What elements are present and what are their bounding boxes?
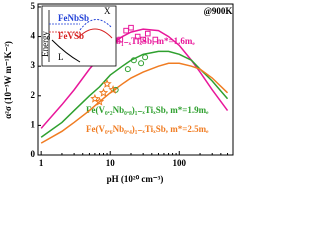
inset-frame: [41, 5, 117, 67]
y-tick-label: 0: [31, 149, 36, 159]
chart: @900K α²σ (10⁻³W m⁻¹K⁻²) pH (10²⁰ cm⁻³) …: [3, 1, 234, 184]
data-point: [117, 36, 124, 43]
curve: [40, 62, 229, 144]
data-point: [128, 24, 134, 31]
data-point: [130, 57, 137, 64]
data-point: [102, 79, 112, 88]
data-point: [134, 33, 141, 40]
plot-frame: [37, 3, 234, 156]
series-label: Fe(V₀.₆Nb₀.₄)₁₋ₓTiₓSb, m*=2.5mₑ: [86, 124, 209, 134]
data-point: [142, 54, 149, 61]
data-point: [152, 36, 159, 43]
curve: [40, 28, 229, 129]
y-tick-label: 3: [31, 60, 36, 70]
y-tick-label: 5: [31, 1, 36, 11]
x-tick-label: 1: [39, 158, 44, 168]
inset-label: X: [104, 6, 111, 16]
data-point: [144, 30, 151, 37]
inset-label: FeVSb: [58, 31, 84, 41]
inset-label: FeNbSb: [58, 13, 89, 23]
data-point: [94, 96, 105, 106]
curve: [40, 50, 229, 138]
data-point: [90, 93, 100, 103]
y-tick-label: 1: [31, 119, 36, 129]
data-point: [112, 86, 119, 93]
inset-label: Energy: [40, 31, 50, 57]
y-tick-label: 4: [31, 31, 36, 41]
inset: Energy FeNbSb FeVSb X L: [40, 5, 117, 67]
data-point: [108, 84, 118, 94]
inset-band: [77, 28, 113, 39]
data-point: [123, 27, 129, 34]
data-point: [98, 87, 109, 97]
y-tick-label: 2: [31, 90, 36, 100]
series-label: Fe(V₀.₂Nb₀.₈)₁₋ₓTiₓSb, m*=1.9mₑ: [86, 105, 209, 115]
inset-band: [51, 39, 81, 63]
x-tick-label: 10: [106, 158, 116, 168]
data-point: [124, 66, 131, 73]
data-point: [140, 36, 146, 43]
x-tick-label: 100: [173, 158, 187, 168]
inset-band: [79, 19, 113, 31]
x-axis-label: pH (10²⁰ cm⁻³): [107, 174, 164, 184]
inset-label: L: [58, 52, 64, 62]
y-axis-label: α²σ (10⁻³W m⁻¹K⁻²): [3, 41, 13, 119]
series-label: FeNb₁₋ₓTiₓSb, m*=1.6mₑ: [100, 36, 195, 46]
chart-title: @900K: [204, 6, 233, 16]
data-point: [138, 60, 145, 67]
